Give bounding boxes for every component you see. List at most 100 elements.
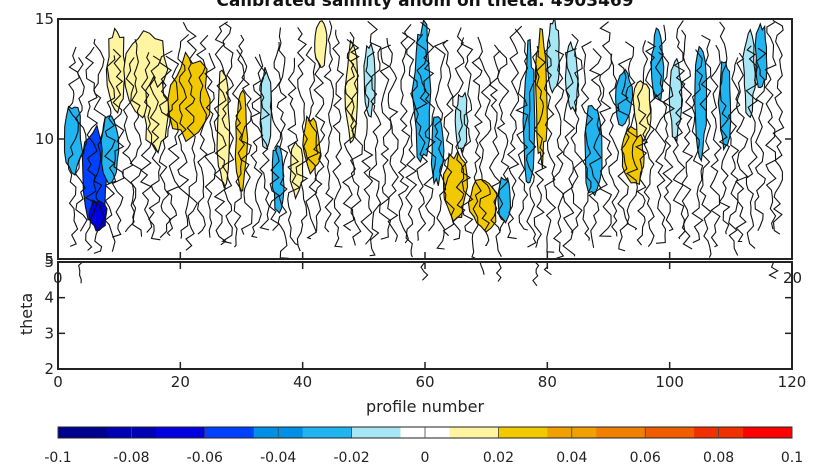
x-ticks: 0 20 40 60 80 100 120 — [53, 252, 806, 391]
colorbar-segment-3 — [204, 427, 255, 438]
contour-line-24-1 — [514, 28, 529, 231]
contour-line-14-1 — [332, 29, 345, 248]
anomaly-region-23 — [522, 38, 536, 184]
x-tick-label-2: 40 — [293, 373, 312, 391]
contour-line-25-0 — [526, 49, 540, 248]
upper-y-tick-label-2: 5 — [44, 250, 54, 268]
lower-contour-2 — [479, 262, 485, 275]
colorbar-segment-5 — [302, 427, 353, 438]
anomaly-region-14 — [314, 20, 328, 68]
contour-line-2-0 — [104, 55, 117, 252]
contour-line-20-0 — [433, 39, 449, 250]
chart-title: Calibrated salinity anom on theta: 49034… — [216, 0, 633, 11]
contour-line-9-0 — [231, 34, 246, 248]
anomaly-region-27 — [584, 104, 603, 197]
contour-line-layer — [67, 19, 785, 259]
contour-line-30-1 — [624, 41, 639, 231]
contour-line-25-1 — [533, 45, 548, 248]
contour-line-35-0 — [709, 44, 722, 248]
colorbar-tick-label-10: 0.1 — [781, 450, 803, 466]
contour-line-36-1 — [735, 52, 749, 243]
colorbar-segment-6 — [351, 427, 402, 438]
contour-line-2-1 — [111, 48, 125, 238]
colorbar-tick-label-9: 0.08 — [703, 450, 734, 466]
colorbar-tick-label-8: 0.06 — [630, 450, 661, 466]
lower-contour-6 — [768, 262, 779, 279]
upper-y-tick-label-1: 10 — [35, 130, 54, 148]
contour-line-17-0 — [378, 44, 392, 240]
contour-line-27-0 — [562, 48, 577, 257]
contour-line-23-1 — [493, 44, 510, 231]
x-axis-label: profile number — [366, 397, 484, 416]
lower-y-tick-label-3: 2 — [44, 360, 54, 378]
anomaly-region-11 — [271, 145, 285, 214]
contour-line-8-0 — [213, 21, 228, 246]
anomaly-region-36 — [754, 22, 768, 89]
colorbar-segment-2 — [155, 427, 206, 438]
contour-line-16-1 — [367, 20, 382, 257]
lower-axes-frame — [57, 261, 793, 370]
contour-line-14-0 — [323, 20, 334, 233]
contour-line-0-0 — [67, 46, 80, 247]
contour-line-38-0 — [764, 21, 777, 230]
colorbar-tick-label-6: 0.02 — [483, 450, 514, 466]
lower-contour-3 — [495, 262, 502, 282]
contour-line-19-1 — [420, 21, 437, 232]
contour-line-16-0 — [360, 51, 375, 245]
anomaly-region-2 — [88, 199, 108, 232]
x-tick-label-3: 60 — [415, 373, 434, 391]
colorbar-segment-8 — [449, 427, 499, 438]
x-tick-label-1: 20 — [171, 373, 190, 391]
contour-line-34-0 — [691, 49, 704, 244]
anomaly-region-10 — [259, 67, 273, 150]
contour-line-12-0 — [287, 57, 301, 246]
contour-line-13-1 — [313, 57, 326, 233]
contour-line-4-0 — [139, 52, 153, 233]
contour-line-38-1 — [772, 19, 785, 235]
upper-panel: 15 10 5 — [35, 10, 793, 268]
contour-line-7-1 — [203, 52, 216, 238]
contour-line-29-1 — [608, 53, 620, 237]
anomaly-region-16 — [363, 41, 376, 118]
contour-line-22-0 — [471, 36, 483, 259]
contour-line-20-1 — [442, 39, 455, 237]
contour-line-35-1 — [718, 21, 731, 235]
contour-line-19-0 — [415, 33, 429, 241]
contour-line-32-0 — [654, 24, 668, 244]
anomaly-region-35 — [742, 28, 756, 119]
contour-line-21-1 — [460, 37, 474, 234]
contour-line-23-0 — [488, 50, 502, 257]
lower-contour-0 — [78, 262, 83, 284]
anomaly-region-4 — [105, 27, 127, 115]
colorbar-ticks: -0.1 -0.08 -0.06 -0.04 -0.02 0 0.02 0.04 0.06 0.0… — [44, 427, 803, 466]
contour-line-37-0 — [745, 45, 759, 249]
colorbar-segment-9 — [498, 427, 548, 438]
anomaly-region-15 — [344, 39, 359, 144]
lower-y-tick-label-1: 4 — [44, 289, 54, 307]
contour-line-27-1 — [570, 33, 584, 234]
contour-line-18-0 — [397, 24, 412, 244]
colorbar: -0.1 -0.08 -0.06 -0.04 -0.02 0 0.02 0.04 0.06 0.0… — [44, 426, 803, 466]
x-tick-label-5: 100 — [655, 373, 684, 391]
colorbar-tick-label-2: -0.06 — [187, 450, 223, 466]
colorbar-segment-0 — [58, 427, 108, 438]
contour-line-34-1 — [699, 34, 712, 258]
lower-contour-4 — [532, 262, 540, 287]
lower-plot-area — [58, 262, 792, 369]
colorbar-tick-label-1: -0.08 — [113, 450, 149, 466]
colorbar-tick-label-3: -0.04 — [260, 450, 296, 466]
colorbar-segment-12 — [645, 427, 695, 438]
contour-line-7-0 — [195, 34, 209, 235]
colorbar-segment-11 — [596, 427, 646, 438]
lower-contour-1 — [420, 262, 429, 281]
contour-line-8-1 — [221, 22, 235, 244]
contour-line-9-1 — [236, 49, 253, 235]
contour-line-18-1 — [401, 32, 418, 258]
contour-line-1-1 — [93, 38, 106, 254]
contour-line-0-1 — [74, 57, 88, 232]
contour-line-26-1 — [552, 49, 565, 259]
contour-line-10-1 — [254, 56, 271, 231]
contour-line-28-1 — [588, 48, 602, 248]
contour-line-6-1 — [182, 21, 198, 251]
